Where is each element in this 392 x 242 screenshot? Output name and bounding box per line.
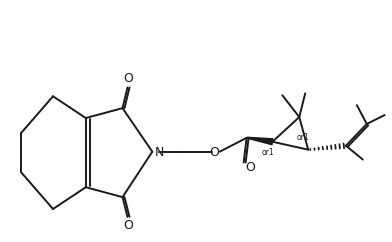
Text: O: O [123,72,133,85]
Text: or1: or1 [296,133,309,142]
Text: O: O [209,146,219,159]
Text: N: N [154,146,164,159]
Text: O: O [123,219,133,232]
Text: or1: or1 [261,148,274,157]
Polygon shape [248,137,273,145]
Text: O: O [246,161,256,174]
